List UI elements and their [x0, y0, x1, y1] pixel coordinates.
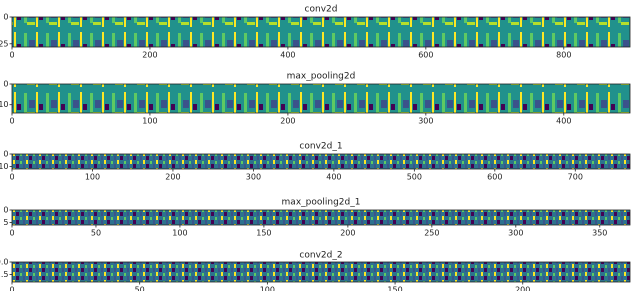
x-tick-label: 600 — [418, 51, 433, 60]
x-tick-label: 100 — [260, 286, 275, 291]
y-tick-label: 0 — [3, 13, 8, 22]
x-tick-label: 200 — [340, 229, 355, 238]
x-tick-label: 400 — [280, 51, 295, 60]
x-tick-label: 700 — [568, 173, 583, 182]
x-tick-label: 0 — [9, 117, 14, 126]
x-tick-label: 300 — [418, 117, 433, 126]
x-tick-label: 300 — [508, 229, 523, 238]
subplot-title: max_pooling2d — [287, 72, 356, 82]
x-tick-label: 0 — [9, 286, 14, 291]
x-tick-label: 400 — [326, 173, 341, 182]
x-tick-label: 600 — [487, 173, 502, 182]
x-tick-label: 400 — [556, 117, 571, 126]
y-tick-label: 0.0 — [0, 258, 9, 267]
y-tick-label: 25 — [0, 39, 9, 48]
x-tick-label: 200 — [142, 51, 157, 60]
x-tick-label: 100 — [85, 173, 100, 182]
y-tick-label: 0 — [3, 150, 8, 159]
y-tick-label: 10 — [0, 100, 9, 109]
x-tick-label: 100 — [172, 229, 187, 238]
x-tick-label: 50 — [91, 229, 101, 238]
x-tick-label: 200 — [515, 286, 530, 291]
x-tick-label: 0 — [9, 173, 14, 182]
feature-map — [11, 83, 631, 114]
y-tick-label: 10 — [0, 162, 9, 171]
x-tick-label: 300 — [246, 173, 261, 182]
y-tick-label: 5 — [3, 218, 8, 227]
x-tick-label: 150 — [256, 229, 271, 238]
x-tick-label: 50 — [135, 286, 145, 291]
x-tick-label: 0 — [9, 229, 14, 238]
x-tick-label: 150 — [387, 286, 402, 291]
x-tick-label: 500 — [407, 173, 422, 182]
subplot-title: conv2d_2 — [299, 251, 342, 261]
x-tick-label: 200 — [165, 173, 180, 182]
y-tick-label: 2.5 — [0, 270, 9, 279]
x-tick-label: 250 — [424, 229, 439, 238]
feature-map — [11, 209, 631, 226]
y-tick-label: 0 — [3, 206, 8, 215]
y-tick-label: 0 — [3, 80, 8, 89]
x-tick-label: 800 — [556, 51, 571, 60]
x-tick-label: 0 — [9, 51, 14, 60]
x-tick-label: 100 — [142, 117, 157, 126]
subplot-title: conv2d — [305, 5, 338, 15]
x-tick-label: 350 — [592, 229, 607, 238]
feature-map — [11, 261, 631, 283]
subplot-title: conv2d_1 — [299, 142, 342, 152]
x-tick-label: 200 — [280, 117, 295, 126]
feature-map — [11, 153, 631, 170]
subplot-title: max_pooling2d_1 — [282, 198, 361, 208]
feature-map — [11, 16, 631, 48]
